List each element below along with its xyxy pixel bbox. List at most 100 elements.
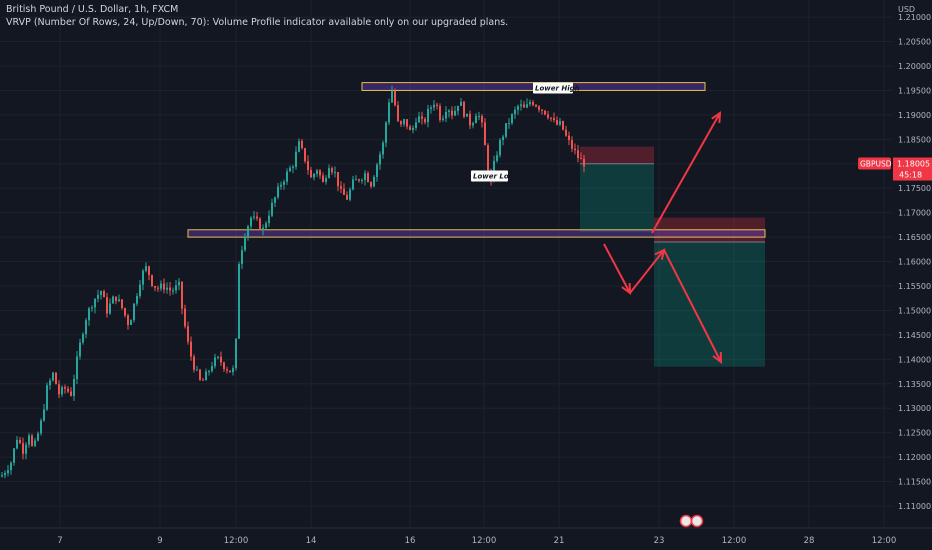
candle-body <box>103 291 105 298</box>
candle-body <box>562 121 564 130</box>
x-tick-label: 12:00 <box>872 536 897 546</box>
x-tick-label: 9 <box>157 536 162 546</box>
y-tick-label: 1.13500 <box>898 380 931 389</box>
x-tick-label: 16 <box>405 536 416 546</box>
candle-body <box>487 145 489 172</box>
lower-high-label: Lower High <box>535 84 580 92</box>
candle-body <box>343 188 345 195</box>
candle-body <box>571 140 573 149</box>
candle-body <box>223 362 225 370</box>
candle-body <box>268 215 270 224</box>
y-tick-label: 1.19000 <box>898 111 931 120</box>
candle-body <box>43 409 45 421</box>
candle-body <box>340 186 342 189</box>
position-1-target-area <box>580 163 654 233</box>
candle-body <box>538 106 540 110</box>
candle-body <box>208 370 210 372</box>
candle-body <box>283 181 285 185</box>
candle-body <box>88 308 90 321</box>
y-tick-label: 1.18500 <box>898 135 931 144</box>
candle-body <box>304 148 306 162</box>
candle-body <box>574 148 576 151</box>
candle-body <box>292 166 294 168</box>
candle-body <box>4 473 6 476</box>
candle-body <box>505 123 507 137</box>
candle-body <box>145 266 147 271</box>
candle-body <box>301 141 303 149</box>
candle-body <box>454 110 456 116</box>
candle-body <box>400 120 402 125</box>
y-tick-label: 1.14000 <box>898 355 931 364</box>
candle-body <box>259 218 261 230</box>
candle-body <box>472 123 474 126</box>
candle-body <box>22 443 24 454</box>
candle-body <box>379 154 381 165</box>
candle-body <box>382 142 384 155</box>
candle-body <box>148 266 150 276</box>
candle-body <box>58 384 60 395</box>
y-tick-label: 1.21000 <box>898 13 931 22</box>
candle-body <box>529 102 531 105</box>
candle-body <box>316 170 318 174</box>
candle-body <box>49 380 51 386</box>
candle-body <box>319 170 321 176</box>
candle-body <box>211 366 213 371</box>
candle-body <box>286 171 288 182</box>
x-tick-label: 12:00 <box>722 536 747 546</box>
candle-body <box>115 296 117 302</box>
candle-body <box>337 172 339 187</box>
candle-body <box>553 118 555 121</box>
candle-body <box>325 177 327 182</box>
candle-body <box>403 119 405 125</box>
candle-body <box>121 299 123 309</box>
us-event-icon <box>679 514 693 528</box>
candle-body <box>442 118 444 121</box>
position-1-stop-area <box>580 146 654 164</box>
candle-body <box>496 155 498 161</box>
candle-body <box>19 439 21 444</box>
candle-body <box>94 298 96 308</box>
price-tag-bg <box>893 157 932 181</box>
candle-body <box>40 420 42 434</box>
currency-label: USD <box>898 5 915 14</box>
candle-body <box>250 217 252 227</box>
x-tick-label: 28 <box>804 536 815 546</box>
candle-body <box>370 182 372 187</box>
candle-body <box>61 387 63 395</box>
candle-body <box>511 114 513 124</box>
countdown: 45:18 <box>899 171 922 180</box>
x-tick-label: 21 <box>554 536 565 546</box>
candle-body <box>262 227 264 230</box>
candle-body <box>109 303 111 314</box>
bullish-arrow <box>651 112 721 234</box>
x-tick-label: 12:00 <box>224 536 249 546</box>
candle-body <box>430 107 432 109</box>
candle-body <box>499 139 501 156</box>
candle-body <box>394 90 396 106</box>
candle-body <box>550 117 552 119</box>
candle-body <box>229 370 231 373</box>
candle-body <box>157 287 159 289</box>
candle-body <box>535 104 537 107</box>
candle-body <box>184 308 186 327</box>
y-tick-label: 1.13000 <box>898 404 931 413</box>
candle-body <box>166 287 168 290</box>
candle-body <box>364 173 366 180</box>
symbol-tag: GBPUSD <box>860 160 892 169</box>
candle-body <box>235 338 237 369</box>
candle-body <box>169 287 171 291</box>
candle-body <box>478 115 480 117</box>
candle-body <box>46 385 48 410</box>
candle-body <box>37 433 39 441</box>
candle-body <box>214 357 216 367</box>
candle-body <box>289 167 291 172</box>
y-tick-label: 1.17000 <box>898 209 931 218</box>
y-tick-label: 1.16500 <box>898 233 931 242</box>
candle-body <box>577 150 579 159</box>
candle-body <box>172 290 174 292</box>
y-tick-label: 1.12500 <box>898 429 931 438</box>
retest-arrow <box>629 249 665 294</box>
bullish-arrow-head <box>711 110 722 124</box>
